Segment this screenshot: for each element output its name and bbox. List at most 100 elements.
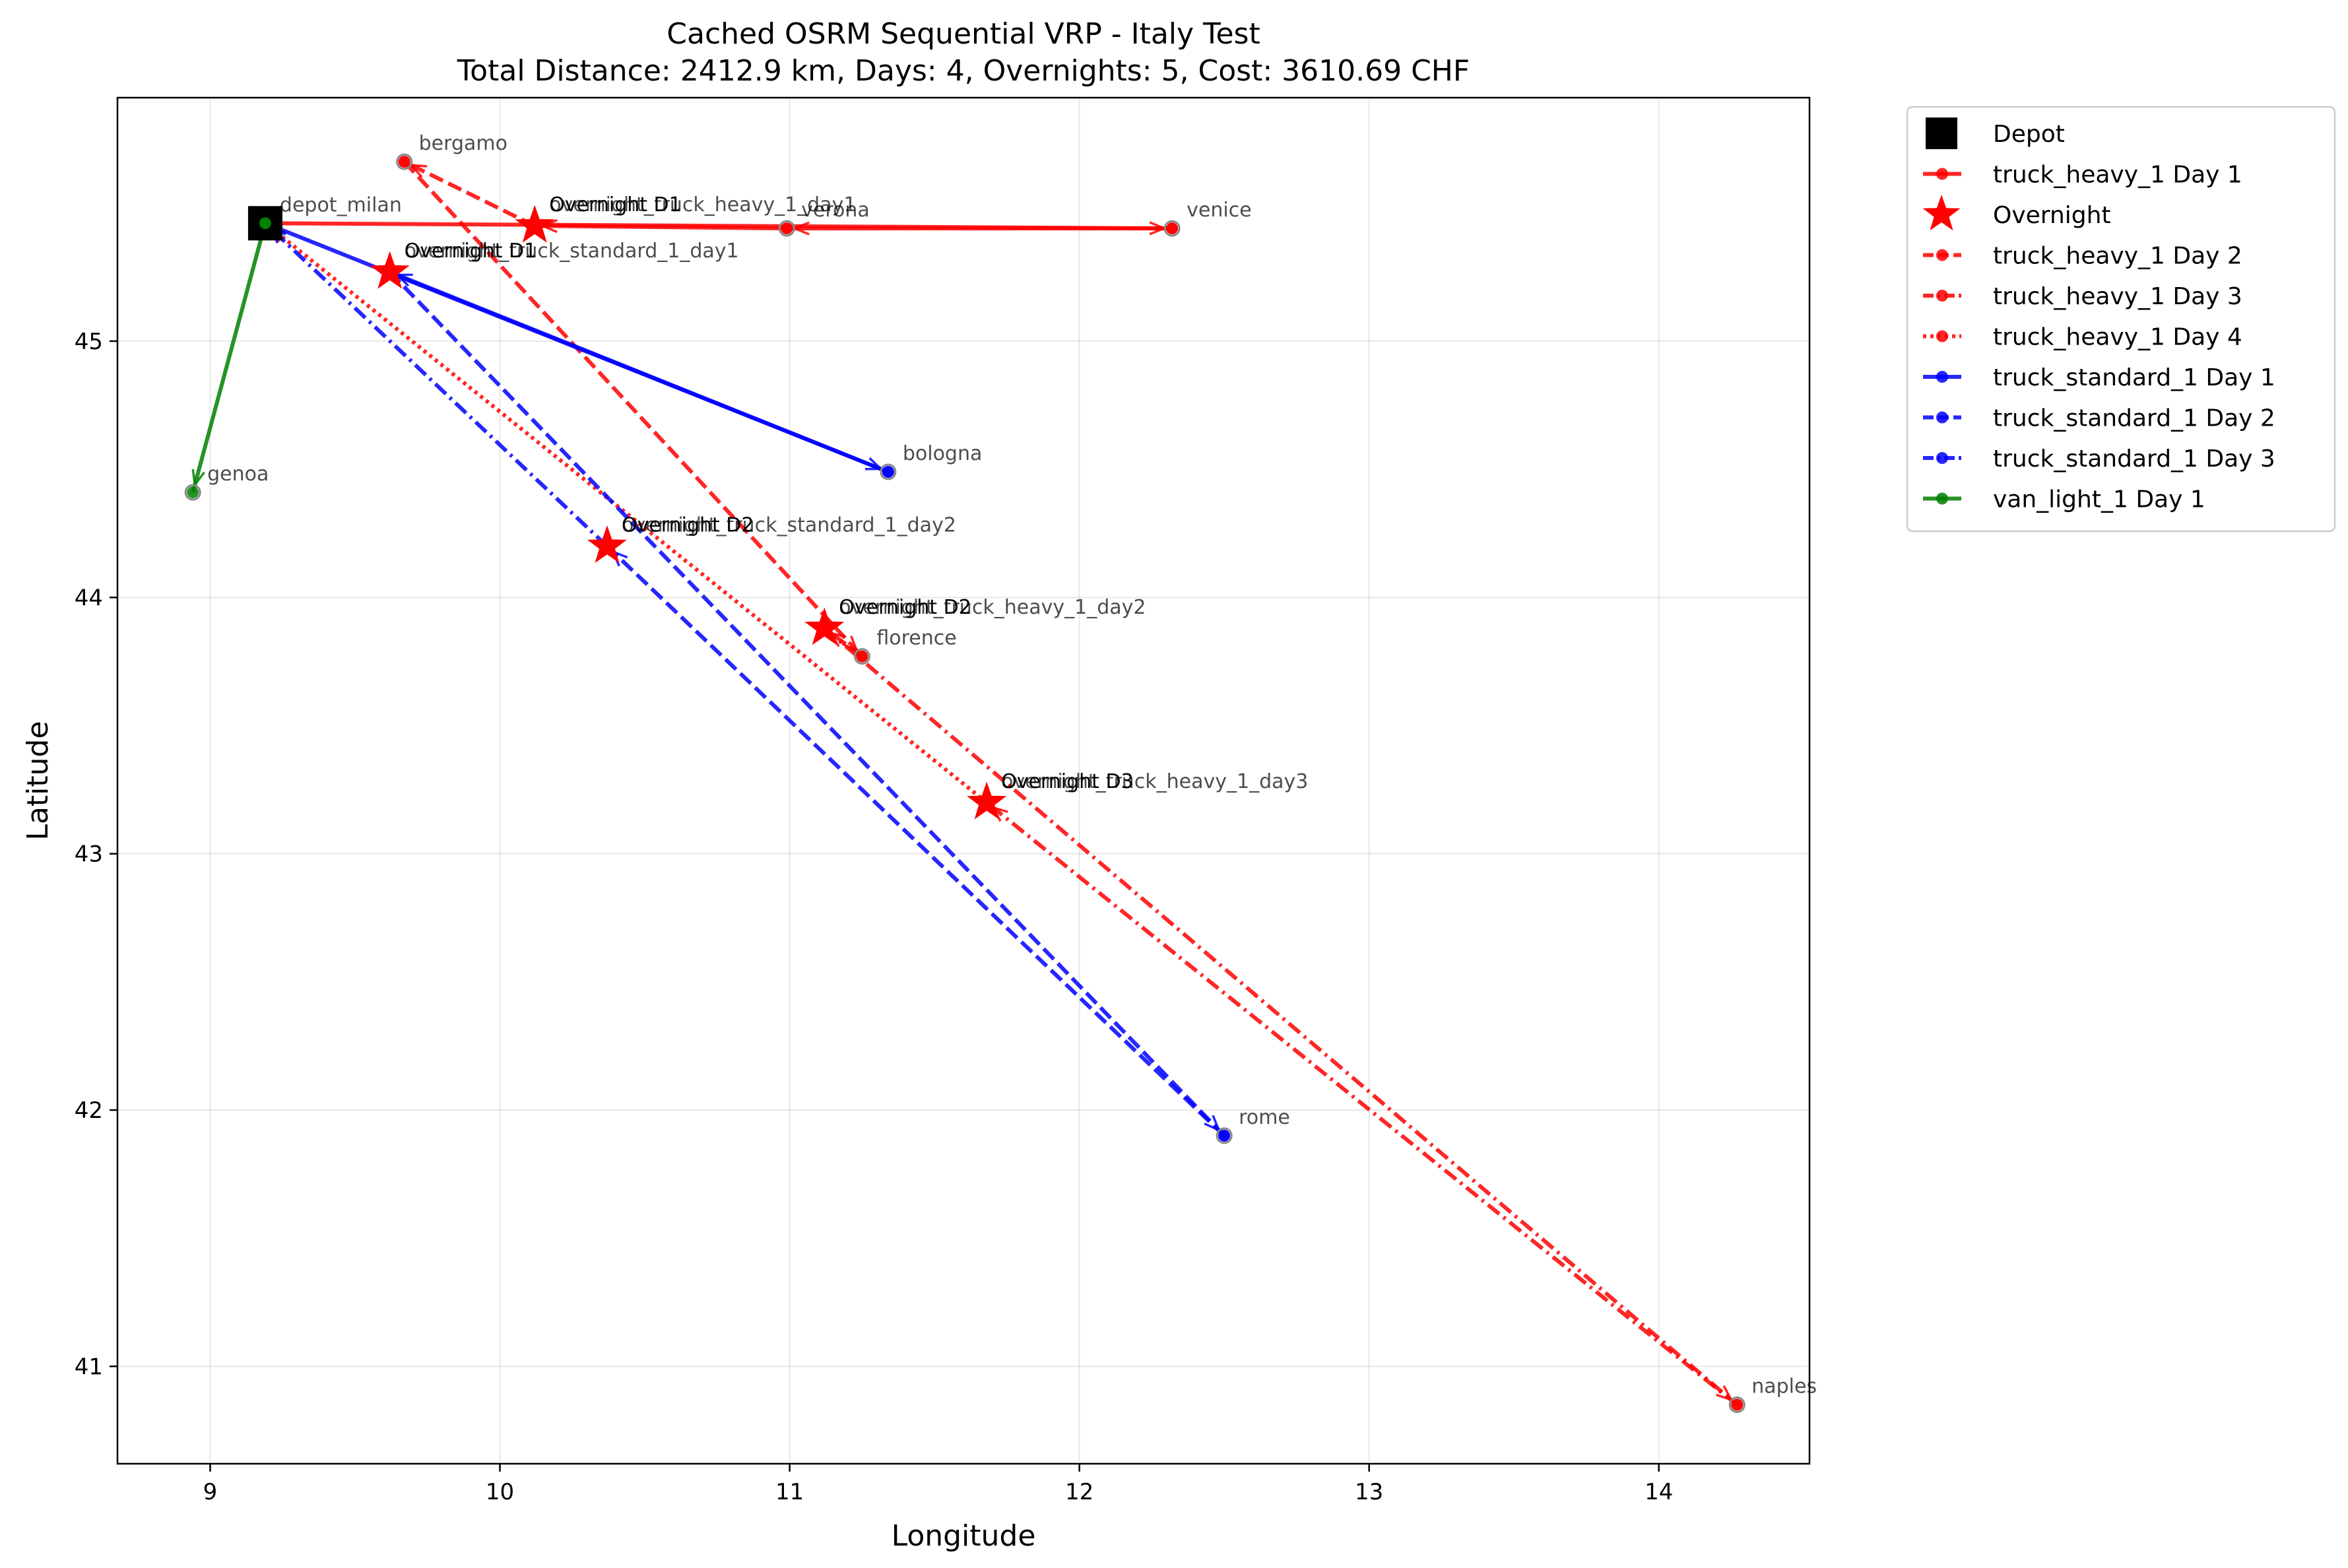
depot-route-point (259, 217, 271, 230)
city-marker (1728, 1396, 1745, 1414)
legend-label: truck_standard_1 Day 3 (1993, 445, 2275, 473)
legend-point-swatch (1936, 371, 1948, 383)
legend-point-swatch (1936, 290, 1948, 302)
legend-entry: truck_standard_1 Day 3 (1923, 445, 2275, 473)
legend-entry: truck_standard_1 Day 2 (1923, 405, 2275, 432)
route-segment (389, 270, 889, 474)
legend-entry: truck_heavy_1 Day 2 (1923, 243, 2242, 270)
x-tick-label: 10 (486, 1479, 514, 1505)
route-segment (823, 626, 1739, 1406)
y-axis-label: Latitude (21, 721, 55, 840)
legend-point-swatch (1936, 411, 1948, 424)
city-marker (396, 153, 413, 170)
overnight-star (515, 205, 555, 243)
y-tick-label: 45 (75, 329, 103, 355)
legend-entry: Overnight (1922, 195, 2111, 231)
route-point (398, 156, 410, 168)
legend-entry: van_light_1 Day 1 (1923, 486, 2205, 513)
city-label: bergamo (419, 132, 507, 155)
legend-entry: truck_heavy_1 Day 4 (1923, 324, 2242, 351)
route-point (882, 466, 894, 478)
city-marker (880, 463, 897, 480)
chart-title-line1: Cached OSRM Sequential VRP - Italy Test (667, 17, 1260, 51)
route-segment (191, 222, 267, 493)
overnight-short-label: Overnight D1 (405, 240, 537, 263)
overnight-star (587, 525, 627, 564)
legend-label: truck_heavy_1 Day 2 (1993, 243, 2242, 270)
legend-entry: truck_standard_1 Day 1 (1923, 364, 2275, 391)
overnight-star (804, 607, 845, 645)
city-label: verona (801, 199, 870, 222)
overnight-short-label: Overnight D2 (839, 596, 971, 619)
legend-label: Overnight (1993, 202, 2111, 229)
city-label: genoa (207, 463, 269, 486)
overnight-short-label: Overnight D1 (549, 193, 682, 216)
x-axis-label: Longitude (892, 1519, 1036, 1553)
legend-label: truck_heavy_1 Day 4 (1993, 324, 2242, 351)
legend-point-swatch (1936, 330, 1948, 343)
axis-ticks: 9 10 11 12 13 14 41 42 43 44 45 (75, 329, 1674, 1505)
legend-point-swatch (1936, 492, 1948, 505)
route-segment (263, 222, 609, 548)
city-label: venice (1187, 199, 1252, 222)
route-segment (985, 800, 1739, 1407)
overnight-star (967, 781, 1007, 820)
x-tick-label: 14 (1645, 1479, 1673, 1505)
plot-frame (116, 96, 1811, 1465)
x-tick-label: 9 (203, 1479, 218, 1505)
city-marker (853, 648, 870, 665)
legend-label: van_light_1 Day 1 (1993, 486, 2205, 513)
overnight-long-label: overnight_truck_standard_1_day1 (405, 240, 739, 263)
x-tick-label: 13 (1355, 1479, 1383, 1505)
city-marker (778, 220, 795, 237)
legend-point-swatch (1936, 168, 1948, 180)
route-point (1218, 1129, 1231, 1142)
city-label: rome (1239, 1106, 1290, 1129)
legend-frame (1906, 106, 2336, 533)
route-segment (388, 271, 1226, 1137)
route-point (1731, 1398, 1744, 1411)
point-labels: bergamo verona venice bologna genoa florence r… (207, 132, 1817, 1398)
markers (184, 153, 1745, 1414)
overnight-long-label: overnight_truck_standard_1_day2 (622, 514, 956, 537)
y-tick-label: 44 (75, 585, 103, 611)
legend-entry: truck_heavy_1 Day 1 (1923, 162, 2242, 189)
chart-title-line2: Total Distance: 2412.9 km, Days: 4, Over… (457, 54, 1470, 88)
city-marker (1163, 220, 1181, 237)
route-point (187, 486, 199, 499)
city-marker (1216, 1127, 1233, 1144)
city-label: florence (876, 627, 956, 650)
x-tick-label: 11 (775, 1479, 804, 1505)
overnight-short-label: Overnight D2 (622, 514, 754, 537)
y-tick-label: 42 (75, 1097, 103, 1124)
legend-star-swatch (1922, 195, 1961, 231)
legend-label: truck_heavy_1 Day 1 (1993, 162, 2242, 189)
y-tick-label: 41 (75, 1354, 103, 1380)
overnight-long-label: overnight_truck_heavy_1_day2 (839, 596, 1146, 619)
route-segment (535, 224, 787, 231)
legend: Depot truck_heavy_1 Day 1 Overnight truck_h… (1906, 106, 2336, 533)
legend-label: Depot (1993, 121, 2065, 148)
city-marker (184, 484, 201, 501)
legend-entry: Depot (1926, 117, 2065, 149)
depot-label: depot_milan (280, 193, 402, 216)
route-point (856, 650, 868, 663)
legend-label: truck_standard_1 Day 2 (1993, 405, 2275, 432)
overnight-star (370, 251, 410, 289)
routes (187, 156, 1744, 1411)
legend-label: truck_heavy_1 Day 3 (1993, 283, 2242, 310)
legend-point-swatch (1936, 249, 1948, 261)
route-segment (264, 221, 989, 804)
legend-depot-swatch (1926, 117, 1957, 149)
x-tick-label: 12 (1065, 1479, 1093, 1505)
overnight-long-label: overnight_truck_heavy_1_day3 (1001, 770, 1308, 793)
grid (117, 98, 1810, 1464)
overnight-long-label: overnight_truck_heavy_1_day1 (549, 193, 856, 216)
route-point (1166, 222, 1179, 235)
legend-point-swatch (1936, 452, 1948, 464)
legend-label: truck_standard_1 Day 1 (1993, 364, 2275, 391)
city-label: bologna (903, 442, 983, 465)
route-point (781, 222, 793, 235)
overnight-short-label: Overnight D3 (1001, 770, 1134, 793)
